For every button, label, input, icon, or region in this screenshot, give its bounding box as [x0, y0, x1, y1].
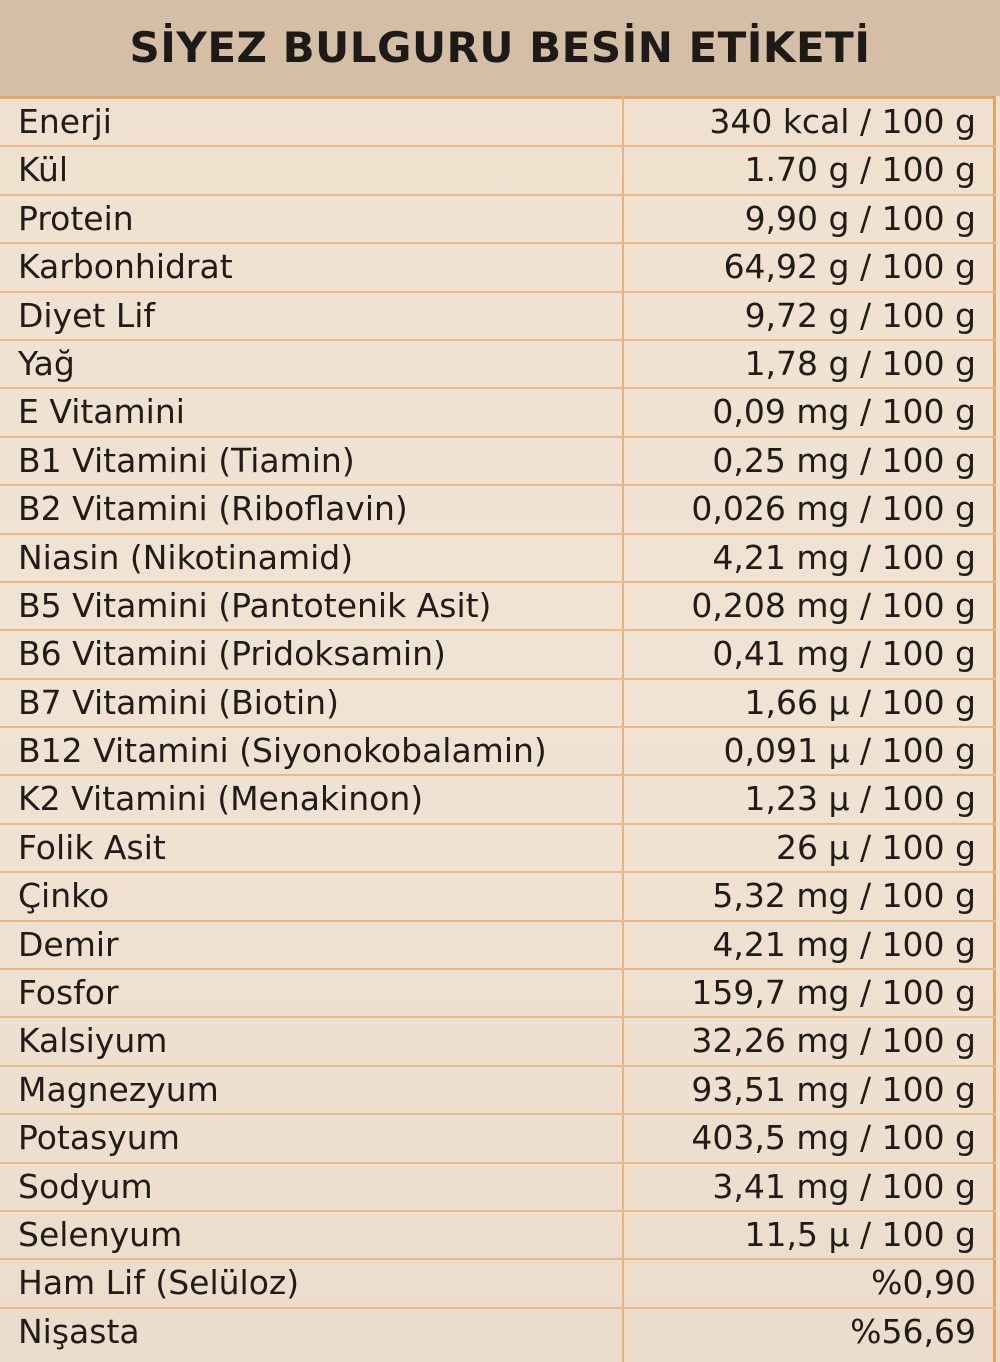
table-row: Karbonhidrat 64,92 g / 100 g — [0, 244, 996, 293]
nutrient-value: 159,7 mg / 100 g — [691, 973, 976, 1013]
nutrient-value: 1.70 g / 100 g — [744, 150, 976, 190]
table-row: Protein 9,90 g / 100 g — [0, 196, 996, 245]
nutrient-value: 32,26 mg / 100 g — [691, 1021, 976, 1061]
nutrition-table: Enerji 340 kcal / 100 g Kül 1.70 g / 100 g P… — [0, 99, 996, 1357]
nutrient-name: Diyet Lif — [18, 295, 156, 335]
nutrient-value: 93,51 mg / 100 g — [691, 1069, 976, 1109]
table-row: Diyet Lif 9,72 g / 100 g — [0, 293, 996, 341]
label-title: SİYEZ BULGURU BESİN ETİKETİ — [129, 23, 871, 72]
nutrient-name: Potasyum — [18, 1118, 180, 1158]
nutrient-name: Demir — [18, 924, 119, 964]
nutrient-value: 11,5 µ / 100 g — [744, 1214, 976, 1254]
nutrient-value: 1,66 µ / 100 g — [744, 682, 976, 722]
nutrient-name: Çinko — [18, 876, 110, 916]
nutrient-name: Nişasta — [18, 1311, 140, 1351]
title-band — [0, 0, 1000, 96]
nutrient-value: 1,23 µ / 100 g — [744, 779, 976, 819]
nutrient-name: Enerji — [18, 102, 112, 141]
table-row: Enerji 340 kcal / 100 g — [0, 99, 996, 148]
table-row: Nişasta %56,69 — [0, 1309, 996, 1357]
nutrient-value: 0,41 mg / 100 g — [712, 634, 976, 674]
table-row: B5 Vitamini (Pantotenik Asit) 0,208 mg / … — [0, 583, 996, 632]
nutrient-value: 4,21 mg / 100 g — [712, 924, 976, 964]
table-row: B2 Vitamini (Riboflavin) 0,026 mg / 100 g — [0, 486, 996, 535]
table-row: Ham Lif (Selüloz) %0,90 — [0, 1260, 996, 1309]
nutrient-name: Magnezyum — [18, 1069, 219, 1109]
nutrient-name: Karbonhidrat — [18, 247, 233, 287]
nutrient-name: Selenyum — [18, 1214, 183, 1254]
nutrient-value: 0,09 mg / 100 g — [712, 392, 976, 432]
nutrient-name: Kalsiyum — [18, 1021, 168, 1061]
nutrient-value: 0,026 mg / 100 g — [691, 489, 976, 529]
nutrient-name: B1 Vitamini (Tiamin) — [18, 440, 355, 480]
nutrient-value: 1,78 g / 100 g — [744, 343, 976, 383]
nutrient-name: B7 Vitamini (Biotin) — [18, 682, 339, 722]
table-row: B12 Vitamini (Siyonokobalamin) 0,091 µ / … — [0, 728, 996, 777]
nutrient-value: 0,208 mg / 100 g — [691, 585, 976, 625]
nutrient-value: 4,21 mg / 100 g — [712, 537, 976, 577]
table-row: B6 Vitamini (Pridoksamin) 0,41 mg / 100 g — [0, 631, 996, 680]
nutrient-value: %0,90 — [871, 1263, 976, 1303]
table-row: Kalsiyum 32,26 mg / 100 g — [0, 1018, 996, 1067]
nutrient-value: 403,5 mg / 100 g — [691, 1118, 976, 1158]
nutrient-value: %56,69 — [850, 1311, 976, 1351]
table-row: Kül 1.70 g / 100 g — [0, 147, 996, 196]
table-row: B1 Vitamini (Tiamin) 0,25 mg / 100 g — [0, 438, 996, 487]
table-row: K2 Vitamini (Menakinon) 1,23 µ / 100 g — [0, 776, 996, 825]
nutrient-value: 9,90 g / 100 g — [744, 198, 976, 238]
table-row: Sodyum 3,41 mg / 100 g — [0, 1164, 996, 1212]
nutrient-value: 0,091 µ / 100 g — [723, 731, 976, 771]
nutrient-value: 26 µ / 100 g — [776, 827, 976, 867]
nutrient-value: 5,32 mg / 100 g — [712, 876, 976, 916]
nutrient-value: 0,25 mg / 100 g — [712, 440, 976, 480]
nutrient-name: Folik Asit — [18, 827, 166, 867]
column-divider — [622, 96, 624, 1362]
nutrient-value: 340 kcal / 100 g — [709, 102, 976, 141]
nutrient-name: B5 Vitamini (Pantotenik Asit) — [18, 585, 492, 625]
nutrient-name: B2 Vitamini (Riboflavin) — [18, 489, 408, 529]
table-row: E Vitamini 0,09 mg / 100 g — [0, 389, 996, 438]
nutrient-name: Kül — [18, 150, 69, 190]
table-row: Selenyum 11,5 µ / 100 g — [0, 1212, 996, 1261]
nutrient-value: 64,92 g / 100 g — [723, 247, 976, 287]
table-row: Çinko 5,32 mg / 100 g — [0, 873, 996, 922]
nutrient-value: 9,72 g / 100 g — [744, 295, 976, 335]
table-row: Folik Asit 26 µ / 100 g — [0, 825, 996, 874]
table-row: Potasyum 403,5 mg / 100 g — [0, 1115, 996, 1164]
table-row: Fosfor 159,7 mg / 100 g — [0, 970, 996, 1019]
nutrient-name: B6 Vitamini (Pridoksamin) — [18, 634, 446, 674]
nutrient-name: B12 Vitamini (Siyonokobalamin) — [18, 731, 547, 771]
nutrient-name: Yağ — [18, 343, 75, 383]
nutrient-name: E Vitamini — [18, 392, 185, 432]
nutrient-name: Protein — [18, 198, 134, 238]
nutrient-name: Sodyum — [18, 1166, 153, 1206]
nutrient-name: Niasin (Nikotinamid) — [18, 537, 354, 577]
table-row: B7 Vitamini (Biotin) 1,66 µ / 100 g — [0, 680, 996, 729]
table-row: Yağ 1,78 g / 100 g — [0, 341, 996, 390]
nutrient-value: 3,41 mg / 100 g — [712, 1166, 976, 1206]
table-row: Magnezyum 93,51 mg / 100 g — [0, 1067, 996, 1116]
table-row: Demir 4,21 mg / 100 g — [0, 922, 996, 971]
nutrition-table-border — [0, 96, 996, 1362]
nutrient-name: K2 Vitamini (Menakinon) — [18, 779, 424, 819]
nutrient-name: Ham Lif (Selüloz) — [18, 1263, 300, 1303]
nutrient-name: Fosfor — [18, 973, 119, 1013]
table-row: Niasin (Nikotinamid) 4,21 mg / 100 g — [0, 535, 996, 583]
